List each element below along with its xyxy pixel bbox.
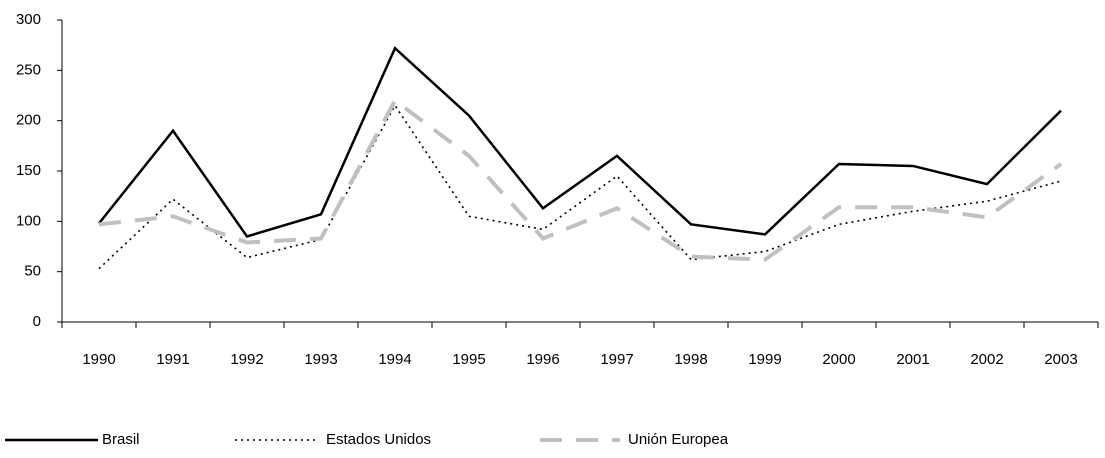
series-line xyxy=(98,104,1062,270)
legend-label: Brasil xyxy=(102,431,140,448)
x-tick-label: 1991 xyxy=(156,351,189,368)
legend-label: Unión Europea xyxy=(628,431,729,448)
y-tick-label: 250 xyxy=(16,61,41,78)
x-tick-label: 1996 xyxy=(526,351,559,368)
x-tick-label: 1995 xyxy=(452,351,485,368)
x-tick-label: 2003 xyxy=(1044,351,1077,368)
series-line xyxy=(98,97,1063,262)
series-line xyxy=(98,46,1062,238)
legend-label: Estados Unidos xyxy=(326,431,431,448)
y-tick-label: 200 xyxy=(16,112,41,129)
x-tick-label: 1994 xyxy=(378,351,411,368)
y-tick-label: 100 xyxy=(16,212,41,229)
x-tick-label: 1990 xyxy=(82,351,115,368)
y-tick-label: 50 xyxy=(24,263,41,280)
y-tick-label: 150 xyxy=(16,162,41,179)
x-tick-label: 1997 xyxy=(600,351,633,368)
x-tick-label: 2001 xyxy=(896,351,929,368)
x-tick-label: 2000 xyxy=(822,351,855,368)
y-tick-label: 0 xyxy=(33,313,41,330)
x-tick-label: 1998 xyxy=(674,351,707,368)
x-tick-label: 1999 xyxy=(748,351,781,368)
x-tick-label: 1992 xyxy=(230,351,263,368)
x-tick-label: 1993 xyxy=(304,351,337,368)
y-tick-label: 300 xyxy=(16,11,41,28)
x-tick-label: 2002 xyxy=(970,351,1003,368)
